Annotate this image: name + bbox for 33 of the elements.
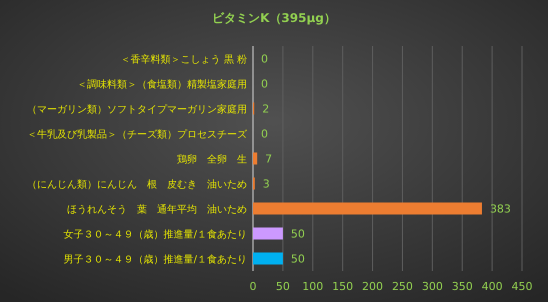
x-tick-label: 100	[302, 280, 324, 293]
x-tick-label: 400	[482, 280, 503, 293]
y-tick-label: （にんじん類）にんじん 根 皮むき 油いため	[27, 178, 247, 190]
data-label: 383	[490, 202, 511, 216]
chart-title: ビタミンK（395μg）	[212, 11, 336, 25]
y-tick-label: ほうれんそう 葉 通年平均 油いため	[67, 204, 247, 216]
y-tick-label: ＜香辛料類＞こしょう 黒 粉	[120, 54, 247, 66]
bar	[253, 252, 283, 264]
x-tick-label: 50	[276, 280, 290, 293]
y-tick-label: （マーガリン類）ソフトタイプマーガリン家庭用	[27, 104, 247, 116]
data-label: 2	[262, 102, 270, 116]
x-tick-label: 150	[332, 280, 354, 293]
x-tick-label: 350	[452, 280, 473, 293]
y-tick-label: 鶏卵 全卵 生	[177, 154, 247, 166]
bar	[253, 152, 258, 164]
bar	[253, 202, 482, 214]
y-tick-label: 男子３０～４９（歳）推進量/１食あたり	[64, 254, 247, 266]
x-tick-label: 0	[250, 280, 256, 293]
x-tick-label: 450	[512, 280, 532, 293]
y-tick-label: ＜牛乳及び乳製品＞（チーズ類）プロセスチーズ	[27, 128, 248, 140]
data-label: 0	[261, 78, 268, 90]
data-label: 50	[290, 252, 305, 266]
y-tick-label: 女子３０～４９（歳）推進量/１食あたり	[64, 228, 247, 240]
data-label: 0	[261, 128, 268, 140]
x-tick-label: 200	[362, 280, 384, 293]
x-tick-label: 250	[392, 280, 413, 293]
bar	[253, 228, 283, 240]
data-label: 0	[261, 52, 268, 66]
data-label: 50	[290, 228, 305, 240]
data-label: 3	[262, 178, 270, 190]
y-tick-label: ＜調味料類＞（食塩類）精製塩家庭用	[77, 78, 247, 90]
x-tick-label: 300	[422, 280, 443, 293]
data-label: 7	[265, 152, 272, 166]
